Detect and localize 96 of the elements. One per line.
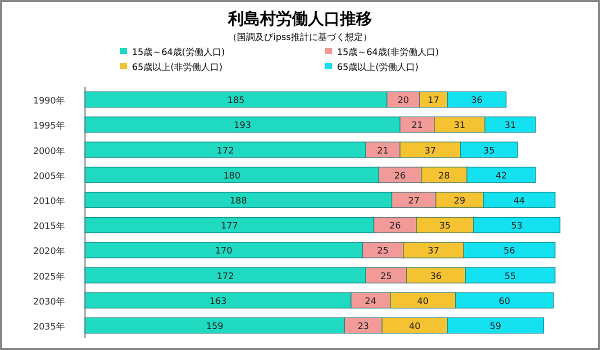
bar: 188	[84, 192, 392, 208]
data-label: 59	[490, 322, 502, 332]
bar: 44	[483, 192, 556, 208]
bar: 35	[460, 142, 518, 158]
data-label: 172	[216, 146, 234, 156]
bar: 170	[84, 242, 363, 258]
data-label: 31	[454, 121, 466, 132]
data-label: 55	[504, 272, 516, 282]
bar: 36	[406, 267, 466, 284]
data-label: 20	[398, 96, 410, 106]
data-label: 25	[380, 272, 392, 282]
bar: 21	[400, 116, 435, 133]
bar: 31	[484, 116, 536, 133]
bar: 20	[386, 92, 420, 108]
y-tick-label: 1990年	[33, 96, 65, 107]
bar: 42	[466, 166, 536, 183]
bar: 26	[374, 217, 417, 234]
data-label: 21	[377, 146, 389, 156]
bar: 163	[84, 292, 352, 308]
bar: 55	[465, 267, 556, 284]
bar: 23	[344, 317, 382, 334]
data-label: 42	[496, 171, 507, 182]
bar: 37	[403, 242, 464, 258]
bar: 35	[416, 217, 474, 234]
y-tick-label: 2015年	[33, 221, 65, 232]
chart-title: 利島村労働人口推移	[227, 9, 372, 28]
y-tick-label: 2000年	[33, 146, 65, 157]
data-label: 177	[220, 222, 238, 232]
data-label: 25	[377, 246, 389, 257]
data-label: 23	[358, 322, 370, 332]
bar: 27	[392, 192, 436, 208]
y-tick-label: 2010年	[33, 196, 65, 207]
data-label: 163	[209, 296, 227, 307]
chart-subtitle: （国調及びipss推計に基づく想定）	[228, 32, 372, 43]
y-tick-label: 2035年	[33, 321, 65, 332]
data-label: 56	[504, 246, 516, 257]
bar: 31	[434, 116, 486, 133]
bar: 28	[421, 166, 468, 183]
data-label: 26	[389, 222, 402, 232]
data-label: 37	[424, 146, 436, 156]
data-label: 36	[430, 272, 442, 282]
data-label: 180	[223, 171, 241, 182]
data-label: 40	[417, 296, 429, 307]
data-label: 31	[504, 121, 516, 132]
bar: 177	[84, 217, 374, 234]
data-label: 40	[409, 322, 421, 332]
data-label: 170	[215, 246, 233, 257]
bar: 159	[84, 317, 345, 334]
bar: 37	[400, 142, 461, 158]
y-tick-label: 2005年	[33, 170, 65, 182]
y-tick-label: 2025年	[33, 271, 65, 282]
data-label: 24	[364, 296, 377, 307]
bar: 60	[455, 292, 554, 308]
data-label: 35	[439, 222, 451, 232]
y-tick-label: 1995年	[33, 120, 65, 132]
bar: 172	[84, 142, 366, 158]
data-label: 28	[438, 171, 450, 182]
data-label: 36	[471, 96, 483, 106]
data-label: 188	[230, 196, 248, 206]
data-label: 21	[411, 121, 423, 132]
bar: 24	[350, 292, 390, 308]
data-label: 35	[483, 146, 495, 156]
data-label: 53	[511, 222, 522, 232]
bar: 59	[447, 317, 544, 334]
bar: 26	[378, 166, 422, 183]
data-label: 44	[513, 196, 526, 206]
data-label: 29	[454, 196, 466, 206]
bar: 17	[419, 92, 448, 108]
bar: 36	[447, 92, 506, 108]
bar: 25	[366, 267, 407, 284]
legend-label: 15歳～64歳(労働人口)	[132, 47, 225, 58]
data-label: 26	[394, 171, 406, 182]
bar: 25	[362, 242, 404, 258]
bar: 172	[84, 267, 366, 284]
bar: 193	[84, 116, 400, 133]
bar: 40	[390, 292, 456, 308]
data-label: 159	[206, 322, 224, 332]
legend-label: 65歳以上(非労働人口)	[132, 62, 222, 73]
legend-label: 65歳以上(労働人口)	[337, 62, 418, 73]
bar: 180	[84, 166, 380, 183]
bar: 53	[473, 217, 560, 234]
bar: 40	[382, 317, 448, 334]
data-label: 17	[428, 96, 440, 106]
bar: 29	[436, 192, 484, 208]
data-label: 172	[216, 272, 234, 282]
bar: 56	[463, 242, 556, 258]
data-label: 37	[428, 246, 440, 257]
bar: 21	[366, 142, 400, 158]
bar: 185	[84, 92, 388, 108]
y-tick-label: 2020年	[33, 246, 65, 258]
legend-label: 15歳～64歳(非労働人口)	[337, 47, 439, 58]
data-label: 185	[227, 96, 245, 106]
data-label: 193	[234, 121, 252, 132]
data-label: 27	[408, 196, 420, 206]
y-tick-label: 2030年	[33, 296, 65, 308]
data-label: 60	[498, 296, 510, 307]
